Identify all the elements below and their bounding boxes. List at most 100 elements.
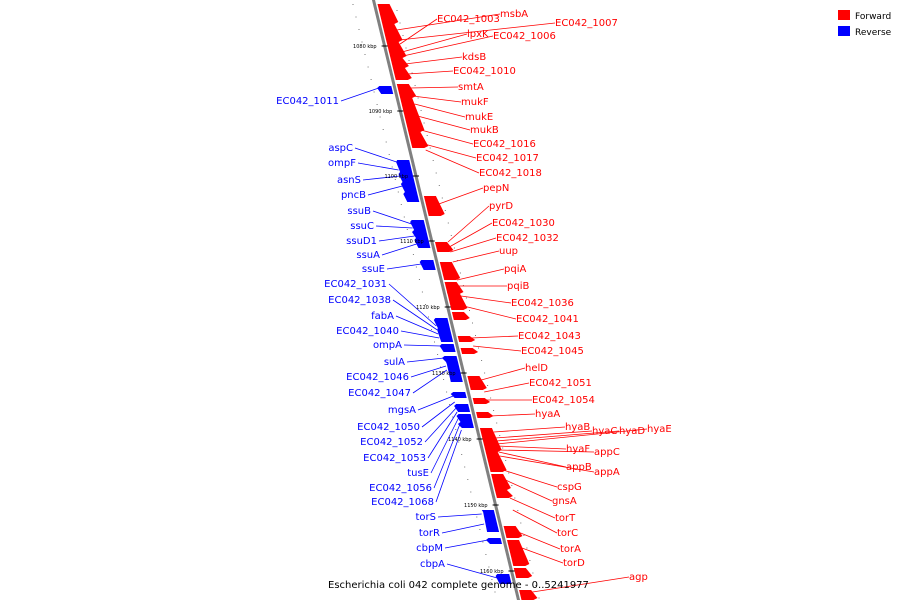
reverse-leader-line bbox=[372, 210, 412, 225]
reverse-gene-label: EC042_1038 bbox=[328, 295, 391, 306]
scale-dot bbox=[361, 41, 363, 43]
forward-gene-feature bbox=[386, 42, 407, 58]
forward-gene-label: torD bbox=[563, 558, 585, 569]
reverse-gene-label: EC042_1040 bbox=[336, 326, 399, 337]
tick-label: 1090 kbp bbox=[369, 109, 393, 115]
forward-gene-feature bbox=[423, 196, 445, 216]
reverse-leader-line bbox=[412, 369, 448, 394]
forward-leader-line bbox=[502, 469, 558, 488]
reverse-leader-line bbox=[386, 263, 422, 270]
reverse-leader-line bbox=[388, 283, 437, 327]
scale-dot bbox=[452, 416, 454, 418]
scale-dot bbox=[394, 179, 396, 180]
forward-features bbox=[377, 4, 538, 600]
reverse-leader-line bbox=[357, 162, 399, 171]
forward-leader-line bbox=[505, 479, 553, 502]
genome-backbone bbox=[371, 0, 521, 600]
forward-leader-line bbox=[399, 18, 438, 45]
reverse-leader-line bbox=[403, 344, 442, 347]
scale-dot bbox=[461, 454, 463, 455]
forward-leader-line bbox=[399, 22, 556, 41]
scale-dot bbox=[470, 491, 472, 493]
forward-gene-label: mukB bbox=[470, 125, 499, 136]
scale-dot bbox=[529, 560, 531, 561]
genome-title: Escherichia coli 042 complete genome - 0… bbox=[328, 580, 589, 591]
scale-dot bbox=[411, 72, 413, 74]
forward-leader-line bbox=[425, 149, 480, 174]
reverse-gene-label: EC042_1053 bbox=[363, 453, 426, 464]
scale-dot bbox=[465, 297, 467, 299]
forward-gene-label: EC042_1007 bbox=[555, 18, 618, 29]
scale-dot bbox=[403, 216, 405, 218]
forward-gene-label: EC042_1054 bbox=[532, 395, 595, 406]
scale-dot bbox=[440, 366, 442, 368]
scale-dot bbox=[475, 335, 476, 336]
scale-dot bbox=[496, 422, 498, 424]
forward-gene-feature bbox=[479, 428, 502, 452]
scale-dot bbox=[423, 122, 425, 124]
scale-dot bbox=[494, 591, 496, 593]
forward-leader-line bbox=[496, 430, 620, 442]
forward-gene-label: mukE bbox=[465, 112, 493, 123]
reverse-leader-line bbox=[375, 225, 413, 229]
forward-gene-label: torA bbox=[560, 544, 581, 555]
forward-gene-label: EC042_1018 bbox=[479, 168, 542, 179]
forward-gene-label: appC bbox=[594, 447, 620, 458]
scale-dot bbox=[449, 404, 451, 405]
scale-dot bbox=[482, 541, 484, 543]
scale-dot bbox=[414, 85, 416, 86]
scale-dot bbox=[505, 460, 507, 461]
gene-labels: EC042_1003 msbA EC042_1007 lpxK EC042_1006kd… bbox=[276, 9, 672, 583]
forward-gene-label: torC bbox=[557, 528, 578, 539]
reverse-gene-feature bbox=[442, 356, 458, 362]
forward-gene-feature bbox=[435, 242, 454, 252]
reverse-gene-label: asnS bbox=[337, 175, 361, 186]
reverse-gene-feature bbox=[437, 328, 454, 342]
forward-gene-feature bbox=[392, 68, 412, 80]
scale-dot bbox=[420, 110, 422, 111]
scale-dot bbox=[511, 485, 513, 486]
reverse-gene-feature bbox=[454, 404, 471, 412]
reverse-gene-label: EC042_1047 bbox=[348, 388, 411, 399]
forward-gene-feature bbox=[382, 24, 403, 42]
scale-dot bbox=[447, 222, 449, 224]
forward-leader-line bbox=[512, 509, 558, 534]
forward-leader-line bbox=[452, 250, 500, 263]
scale-dot bbox=[358, 29, 360, 30]
scale-dot bbox=[438, 185, 440, 186]
forward-leader-line bbox=[496, 428, 648, 445]
forward-leader-line bbox=[407, 70, 454, 75]
scale-dot bbox=[517, 510, 519, 511]
reverse-gene-feature bbox=[396, 160, 413, 172]
reverse-leader-line bbox=[430, 417, 459, 474]
reverse-leader-line bbox=[362, 175, 401, 181]
forward-gene-feature bbox=[472, 398, 491, 404]
forward-gene-feature bbox=[390, 58, 409, 68]
forward-leader-line bbox=[449, 222, 493, 248]
reverse-gene-feature bbox=[433, 318, 450, 328]
forward-gene-label: appA bbox=[594, 467, 620, 478]
reverse-gene-feature bbox=[403, 192, 420, 202]
reverse-gene-label: tusE bbox=[407, 468, 429, 479]
forward-leader-line bbox=[460, 295, 512, 304]
tick-label: 1110 kbp bbox=[400, 239, 424, 245]
scale-dot bbox=[364, 54, 366, 55]
scale-dot bbox=[434, 341, 435, 343]
scale-dot bbox=[417, 97, 419, 99]
scale-dot bbox=[490, 397, 492, 399]
reverse-gene-label: EC042_1046 bbox=[346, 372, 409, 383]
scale-dot bbox=[499, 435, 501, 436]
forward-leader-line bbox=[420, 129, 474, 145]
reverse-leader-line bbox=[406, 357, 445, 363]
legend-reverse-label: Reverse bbox=[855, 28, 892, 38]
reverse-leader-line bbox=[378, 235, 415, 242]
reverse-gene-label: torS bbox=[416, 512, 437, 523]
forward-leader-line bbox=[424, 143, 477, 159]
scale-dot bbox=[397, 191, 399, 193]
forward-leader-line bbox=[401, 33, 468, 53]
scale-dot bbox=[396, 10, 398, 11]
scale-dot bbox=[370, 79, 372, 80]
reverse-leader-line bbox=[437, 513, 482, 518]
scale-dot bbox=[453, 247, 455, 249]
